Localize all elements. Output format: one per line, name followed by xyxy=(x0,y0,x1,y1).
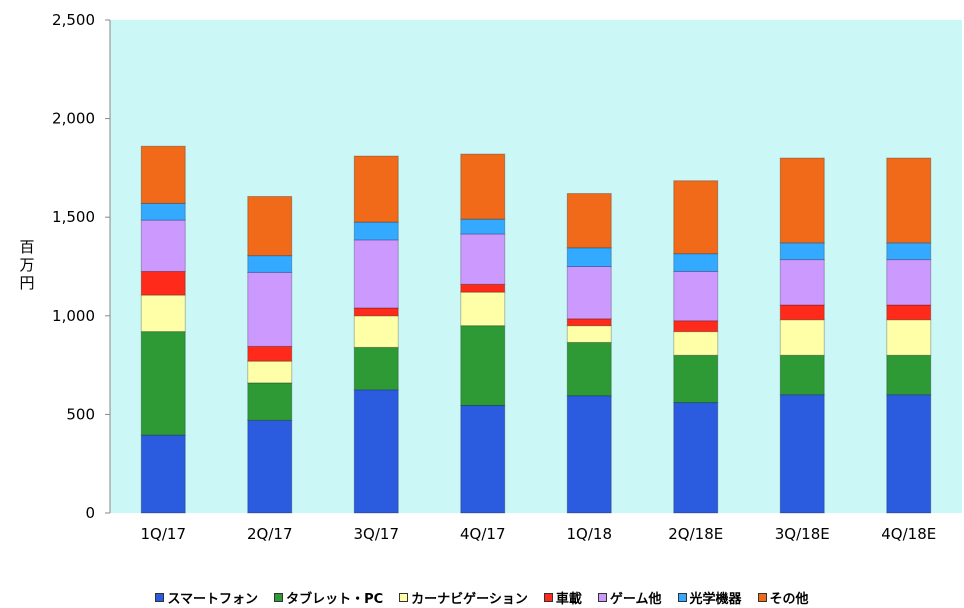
legend-swatch xyxy=(399,592,409,602)
bar-segment xyxy=(460,153,506,220)
bar-segment xyxy=(779,259,825,306)
x-tick-label: 4Q/17 xyxy=(460,525,506,543)
x-tick-label: 1Q/18 xyxy=(567,525,613,543)
bar-segment xyxy=(247,345,293,362)
bar-segment xyxy=(460,283,506,293)
bar-segment xyxy=(140,202,186,221)
y-tick-label: 2,500 xyxy=(52,11,95,29)
bar-segment xyxy=(140,270,186,296)
legend-swatch xyxy=(677,592,687,602)
bar-segment xyxy=(673,354,719,404)
legend-label: 光学機器 xyxy=(689,591,742,607)
legend-swatch xyxy=(597,592,607,602)
bar-segment xyxy=(353,155,399,223)
bar-segment xyxy=(460,218,506,235)
bar-segment xyxy=(566,318,612,327)
legend-label: ゲーム他 xyxy=(609,591,662,607)
bar-segment xyxy=(247,419,293,514)
legend-swatch xyxy=(155,592,165,602)
x-tick-label: 4Q/18E xyxy=(881,525,936,543)
x-tick-label: 3Q/17 xyxy=(354,525,400,543)
legend-swatch xyxy=(543,592,553,602)
bar-segment xyxy=(460,325,506,407)
bar-segment xyxy=(566,266,612,320)
bar-segment xyxy=(460,405,506,514)
bar-segment xyxy=(886,304,932,321)
bar-segment xyxy=(673,320,719,333)
bar-segment xyxy=(779,354,825,396)
legend-item: スマートフォン xyxy=(155,588,258,607)
bar-segment xyxy=(673,331,719,356)
legend-item: ゲーム他 xyxy=(597,588,662,607)
bar-segment xyxy=(247,360,293,384)
stacked-bar-chart: 0 500 1,000 1,500 2,000 2,500 1Q/17 2Q/17 3Q/17… xyxy=(19,11,962,543)
bar-segment xyxy=(140,145,186,204)
bar-segment xyxy=(886,242,932,261)
bar-segment xyxy=(779,319,825,356)
bar-segment xyxy=(566,395,612,514)
y-tick-label: 1,000 xyxy=(52,307,95,325)
legend-label: 車載 xyxy=(555,591,582,607)
legend-item: タブレット・PC xyxy=(274,588,383,607)
bar-segment xyxy=(566,247,612,268)
bar-segment xyxy=(460,291,506,327)
legend-swatch xyxy=(274,592,284,602)
bar-segment xyxy=(353,307,399,317)
bar-segment xyxy=(673,402,719,514)
bar-segment xyxy=(779,394,825,514)
legend-label: カーナビゲーション xyxy=(411,591,528,607)
bar-segment xyxy=(353,239,399,309)
legend-label: タブレット・PC xyxy=(286,591,384,607)
x-tick-label: 2Q/18E xyxy=(668,525,723,543)
legend-label: スマートフォン xyxy=(167,591,259,607)
legend: スマートフォン タブレット・PC カーナビゲーション 車載 ゲーム他 光学機器 その他 xyxy=(0,586,964,608)
bar-segment xyxy=(886,157,932,244)
plot-area xyxy=(110,20,962,513)
y-tick-label: 500 xyxy=(66,405,95,423)
bar-segment xyxy=(247,255,293,273)
x-tick-label: 1Q/17 xyxy=(141,525,187,543)
legend-item: カーナビゲーション xyxy=(399,588,528,607)
bar-segment xyxy=(566,193,612,249)
bar-segment xyxy=(460,233,506,285)
x-tick-label: 2Q/17 xyxy=(247,525,293,543)
bar-segment xyxy=(886,319,932,356)
bar-segment xyxy=(353,221,399,241)
legend-label: その他 xyxy=(769,591,809,607)
legend-item: 車載 xyxy=(543,588,582,607)
y-tick-label: 1,500 xyxy=(52,208,95,226)
bar-segment xyxy=(886,354,932,396)
bars-group xyxy=(140,145,932,514)
bar-segment xyxy=(673,270,719,322)
y-axis-label: 百万円 xyxy=(19,238,34,292)
bar-segment xyxy=(566,325,612,343)
y-axis: 0 500 1,000 1,500 2,000 2,500 xyxy=(52,11,111,522)
bar-segment xyxy=(140,219,186,272)
y-tick-label: 0 xyxy=(85,504,95,522)
bar-segment xyxy=(886,259,932,306)
bar-segment xyxy=(140,294,186,333)
bar-segment xyxy=(779,304,825,321)
y-tick-label: 2,000 xyxy=(52,110,95,128)
legend-item: その他 xyxy=(757,588,809,607)
bar-segment xyxy=(140,331,186,436)
bar-segment xyxy=(779,157,825,244)
x-axis: 1Q/17 2Q/17 3Q/17 4Q/17 1Q/18 2Q/18E 3Q/18E 4Q/… xyxy=(141,525,937,543)
x-tick-label: 3Q/18E xyxy=(775,525,830,543)
bar-segment xyxy=(566,341,612,397)
bar-segment xyxy=(247,271,293,347)
legend-item: 光学機器 xyxy=(677,588,742,607)
bar-segment xyxy=(247,195,293,257)
bar-segment xyxy=(673,180,719,255)
bar-segment xyxy=(140,434,186,514)
bar-segment xyxy=(779,242,825,261)
bar-segment xyxy=(247,382,293,421)
bar-segment xyxy=(353,315,399,348)
bar-segment xyxy=(886,394,932,514)
bar-segment xyxy=(353,389,399,514)
bar-segment xyxy=(353,346,399,391)
bar-segment xyxy=(673,253,719,272)
legend-swatch xyxy=(757,592,767,602)
